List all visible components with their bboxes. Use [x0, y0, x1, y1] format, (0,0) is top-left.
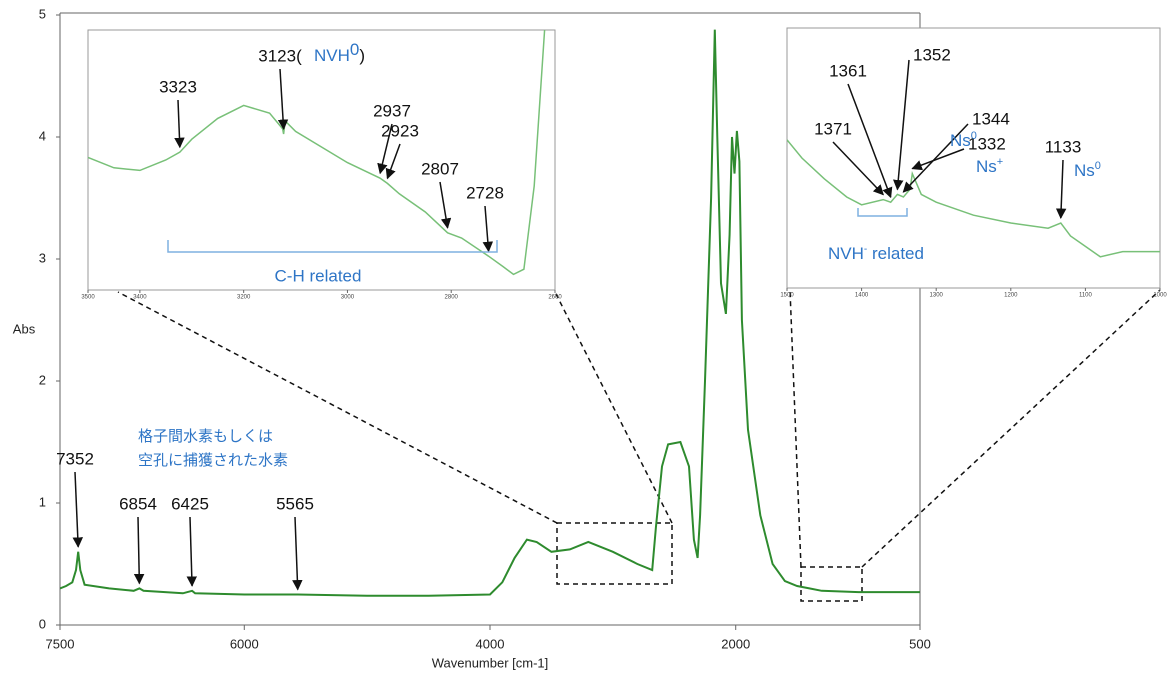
y-tick-label: 3	[39, 250, 46, 265]
annotation-arrow	[292, 516, 303, 591]
annotation-label: 6425	[171, 494, 209, 513]
note-tag: Ns	[950, 131, 971, 150]
x-tick-label: 3400	[133, 295, 147, 301]
y-tick-label: 2	[39, 372, 46, 387]
note: Ns+	[976, 156, 1003, 177]
annotation-label: 1133	[1045, 137, 1082, 156]
annotation-label: 1332	[968, 134, 1006, 153]
annotation-label: 2937	[373, 101, 411, 120]
x-tick-label: 1400	[855, 293, 869, 299]
annotation-label: 1361	[829, 61, 867, 80]
annotation-label: 3123(	[258, 46, 302, 65]
annotation-label: 6854	[119, 494, 157, 513]
note-sup: 0	[350, 40, 359, 59]
x-tick-label: 1300	[930, 293, 944, 299]
note-sup: 0	[1095, 160, 1101, 172]
annotation-label: 1371	[814, 119, 852, 138]
zoom-line	[554, 291, 673, 524]
note-sup: 0	[971, 130, 977, 142]
annotation-label: 2923	[381, 121, 419, 140]
note-tag: Ns	[976, 157, 997, 176]
annotation-arrow	[482, 205, 494, 253]
annotation-label: 1352	[913, 45, 951, 64]
x-tick-label: 2000	[721, 636, 750, 651]
x-tick-label: 1000	[1153, 293, 1167, 299]
annotation-arrow	[385, 143, 401, 180]
x-tick-label: 3500	[81, 295, 95, 301]
note: 空孔に捕獲された水素	[138, 452, 288, 469]
annotation-arrow	[832, 141, 884, 196]
note-tag: NVH	[828, 244, 864, 263]
note-tag: NVH	[314, 46, 350, 65]
annotation-arrow	[439, 181, 452, 229]
note-close: )	[359, 46, 365, 65]
note: Ns0	[1074, 160, 1101, 181]
note: C-H related	[275, 266, 362, 285]
x-tick-label: 7500	[46, 636, 75, 651]
note: 格子間水素もしくは	[138, 428, 273, 445]
x-tick-label: 1200	[1004, 293, 1018, 299]
y-tick-label: 5	[39, 6, 46, 21]
annotation-arrow	[186, 516, 198, 587]
x-tick-label: 500	[909, 636, 931, 651]
y-tick-label: 1	[39, 494, 46, 509]
annotation-label: 2807	[421, 159, 459, 178]
bracket	[167, 240, 498, 253]
zoom-line	[861, 289, 1161, 568]
note-text: related	[867, 244, 924, 263]
note-tag: Ns	[1074, 161, 1095, 180]
annotation-label: 1344	[972, 109, 1010, 128]
annotation-arrow	[133, 516, 145, 585]
x-tick-label: 3200	[237, 295, 251, 301]
inset-frame	[87, 29, 556, 291]
y-axis-title: Abs	[13, 321, 36, 336]
zoom-line	[117, 291, 558, 524]
annotation-arrow	[174, 99, 185, 149]
x-tick-label: 2800	[445, 295, 459, 301]
x-tick-label: 6000	[230, 636, 259, 651]
annotation-arrow	[277, 68, 289, 131]
zoom-box	[800, 566, 863, 602]
zoom-guides	[117, 289, 1161, 602]
annotation-label: 2728	[466, 183, 504, 202]
spectrum-line	[787, 139, 1160, 258]
x-axis-title: Wavenumber [cm-1]	[432, 655, 549, 670]
y-tick-label: 4	[39, 128, 46, 143]
annotation-arrow	[72, 471, 84, 548]
annotation-arrow	[902, 123, 969, 193]
x-tick-label: 3000	[341, 295, 355, 301]
note-sup: -	[864, 244, 867, 255]
annotation-arrow	[893, 59, 910, 191]
note: NVH0)	[314, 40, 365, 65]
plot-layer: 7500 6000 4000 2000 500 0 1 2 3 4 5 7352 6854 6425 556…	[39, 6, 1168, 651]
zoom-box	[556, 522, 673, 585]
annotation-label: 5565	[276, 494, 314, 513]
annotation-arrow	[377, 123, 393, 175]
annotation-label: 7352	[56, 449, 94, 468]
spectrum-line	[60, 29, 920, 597]
note-sup: +	[997, 156, 1003, 168]
note: Ns0	[950, 130, 977, 151]
annotation-label: 3323	[159, 77, 197, 96]
x-tick-label: 1100	[1079, 293, 1093, 299]
annotation-arrow	[1055, 159, 1067, 220]
x-tick-label: 1500	[780, 293, 794, 299]
annotation-arrow	[847, 83, 893, 199]
note: NVH- related	[828, 244, 924, 264]
y-tick-label: 0	[39, 616, 46, 631]
spectrum-line	[88, 29, 546, 276]
bracket	[857, 208, 908, 217]
x-tick-label: 2600	[548, 295, 562, 301]
zoom-line	[789, 289, 802, 568]
annotation-arrow	[911, 148, 965, 171]
x-tick-label: 4000	[476, 636, 505, 651]
